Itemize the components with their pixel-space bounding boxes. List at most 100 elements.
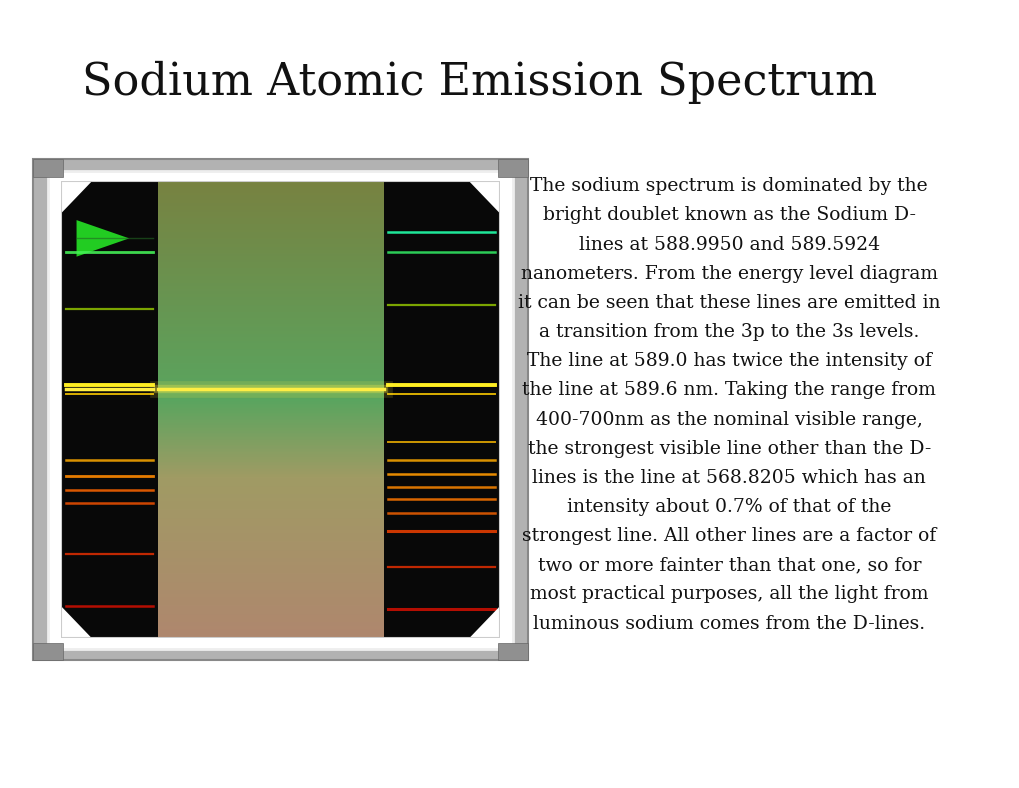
Bar — [158, 632, 383, 634]
Bar — [158, 506, 383, 507]
Bar — [497, 159, 528, 177]
Bar — [158, 238, 383, 239]
Bar — [158, 548, 383, 550]
Bar — [158, 214, 383, 215]
Bar — [158, 609, 383, 611]
Bar — [158, 602, 383, 604]
Bar — [158, 454, 383, 455]
Bar — [158, 512, 383, 513]
Bar — [158, 343, 383, 344]
Polygon shape — [76, 220, 129, 257]
Bar — [158, 475, 383, 477]
Bar — [158, 489, 383, 490]
Bar — [158, 258, 383, 259]
Bar — [158, 335, 383, 336]
Bar — [158, 615, 383, 617]
Bar — [158, 626, 383, 627]
Bar — [158, 314, 383, 315]
Bar — [158, 367, 383, 369]
Bar — [158, 558, 383, 559]
Text: Sodium Atomic Emission Spectrum: Sodium Atomic Emission Spectrum — [82, 61, 876, 104]
Bar — [158, 310, 383, 312]
Bar — [158, 563, 383, 565]
Bar — [158, 225, 383, 227]
Bar — [158, 330, 383, 332]
Text: 400-700nm as the nominal visible range,: 400-700nm as the nominal visible range, — [535, 411, 922, 429]
Bar — [158, 582, 383, 583]
Bar — [158, 333, 383, 335]
Bar — [158, 242, 383, 243]
Bar — [158, 195, 383, 196]
Bar — [158, 495, 383, 496]
Bar — [158, 209, 383, 210]
Bar — [158, 384, 383, 385]
Bar — [158, 470, 383, 472]
Bar — [158, 206, 383, 207]
Polygon shape — [469, 181, 499, 214]
Bar — [158, 472, 383, 474]
Bar — [158, 507, 383, 509]
Bar — [158, 606, 383, 608]
Bar — [158, 224, 383, 225]
Bar — [158, 381, 383, 382]
Bar — [158, 623, 383, 625]
Bar — [158, 322, 383, 323]
Bar — [158, 574, 383, 576]
Bar — [158, 426, 383, 428]
Bar — [158, 449, 383, 451]
Bar — [158, 374, 383, 375]
Bar — [158, 184, 383, 186]
Bar — [158, 428, 383, 429]
Bar — [158, 346, 383, 348]
Bar — [158, 637, 383, 638]
Bar — [158, 341, 383, 343]
Bar — [158, 581, 383, 582]
Bar — [158, 305, 383, 307]
Text: the strongest visible line other than the D-: the strongest visible line other than th… — [527, 440, 930, 458]
Bar — [158, 460, 383, 462]
Bar — [158, 233, 383, 235]
Bar — [158, 518, 383, 519]
Text: The sodium spectrum is dominated by the: The sodium spectrum is dominated by the — [530, 177, 927, 195]
Bar — [158, 405, 383, 407]
Bar — [158, 329, 383, 330]
Bar — [158, 212, 383, 214]
Bar — [158, 240, 383, 242]
Bar — [158, 248, 383, 250]
Bar — [158, 604, 383, 606]
Bar — [158, 265, 383, 266]
Bar — [158, 336, 383, 338]
Bar — [158, 416, 383, 418]
Bar — [158, 307, 383, 309]
Bar — [158, 369, 383, 370]
Bar — [158, 364, 383, 366]
Bar — [158, 320, 383, 322]
Bar — [158, 524, 383, 526]
Bar — [158, 250, 383, 251]
Bar — [158, 210, 383, 212]
Bar — [158, 480, 383, 481]
Bar — [158, 501, 383, 503]
Bar — [158, 519, 383, 521]
Bar — [158, 393, 383, 395]
Bar — [158, 276, 383, 277]
Bar — [158, 522, 383, 524]
Bar — [158, 292, 383, 294]
Bar — [158, 269, 383, 271]
Bar — [158, 286, 383, 288]
Bar — [158, 221, 383, 222]
Bar — [48, 171, 513, 649]
Bar — [158, 459, 383, 460]
Bar — [158, 579, 383, 581]
Bar — [158, 492, 383, 493]
Bar — [158, 533, 383, 535]
Bar — [33, 643, 63, 660]
Bar — [158, 377, 383, 379]
Bar — [158, 527, 383, 529]
Bar — [158, 493, 383, 495]
Bar — [158, 555, 383, 556]
Bar — [158, 562, 383, 563]
Bar — [158, 434, 383, 436]
Bar — [158, 352, 383, 353]
Text: lines is the line at 568.8205 which has an: lines is the line at 568.8205 which has … — [532, 469, 925, 487]
